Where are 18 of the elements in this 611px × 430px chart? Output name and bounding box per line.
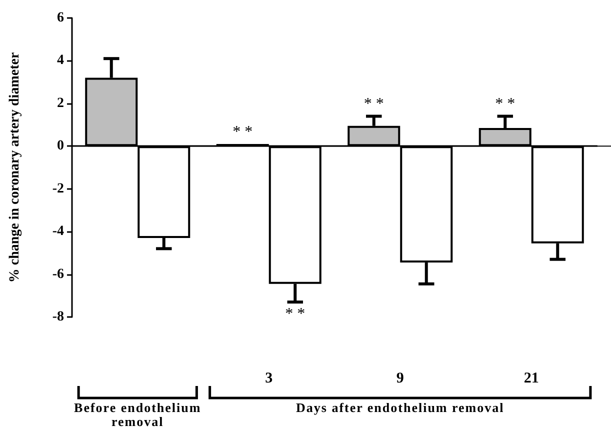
y-tick-label: 2 — [57, 96, 64, 111]
x-tick-label: 21 — [524, 370, 539, 386]
y-tick-label: 6 — [57, 10, 64, 26]
y-axis-title: % change in coronary artery diameter — [8, 52, 22, 283]
y-tick-label: -4 — [52, 224, 64, 240]
x-tick-label: 9 — [396, 370, 404, 386]
annotation: * * — [285, 306, 306, 323]
text: Before endothelium removal — [73, 400, 202, 429]
y-tick-label: -6 — [52, 266, 64, 282]
annotation: * * — [364, 96, 384, 113]
annotation: * * — [495, 96, 516, 113]
y-tick-label: 0 — [57, 138, 64, 154]
x-tick-label: 3 — [265, 370, 273, 386]
annotation: * * — [232, 124, 253, 141]
y-tick-label: -8 — [52, 310, 64, 324]
text: Days after endothelium removal — [296, 400, 504, 415]
y-tick-label: -2 — [52, 181, 64, 196]
y-tick-label: 4 — [57, 53, 64, 68]
